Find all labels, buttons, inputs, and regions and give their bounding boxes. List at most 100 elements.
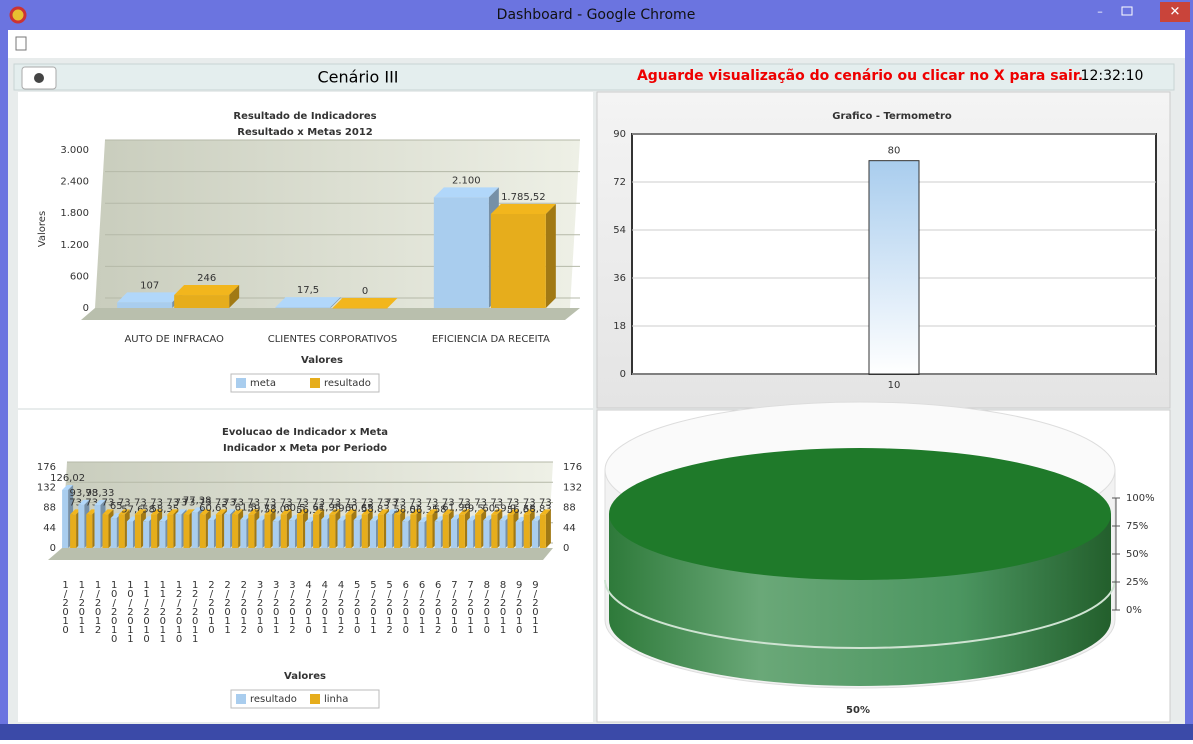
bar (175, 514, 182, 548)
y2-tick-label: 88 (563, 503, 576, 514)
y-tick-label: 1.200 (60, 240, 89, 251)
value-label: 56,35 (296, 505, 325, 516)
value-label: 56,65 (507, 505, 536, 516)
bar-top (491, 509, 503, 515)
value-label: 80 (888, 146, 901, 157)
maximize[interactable] (1121, 6, 1133, 16)
x-tick-label: 9/2010 (514, 580, 525, 634)
bar (313, 514, 320, 548)
x-tick-label: 3/2011 (271, 580, 282, 634)
bar-top (329, 509, 341, 515)
bar (345, 514, 352, 548)
value-label: 73 (223, 497, 236, 508)
bar (78, 504, 85, 548)
bar-top (78, 499, 90, 505)
bar (531, 520, 538, 548)
value-label: 93,33 (86, 488, 115, 499)
bar-top (94, 500, 106, 506)
value-label: 246 (197, 273, 216, 284)
value-label: 73 (280, 497, 293, 508)
toolbar (8, 30, 1185, 58)
value-label: 73 (118, 497, 131, 508)
value-label: 17,5 (297, 285, 319, 296)
x-tick-label: 10/2011 (125, 580, 136, 643)
bar (207, 520, 214, 548)
close-x: ✕ (1170, 5, 1181, 20)
x-tick-label: 1/2012 (93, 580, 104, 634)
bar-top (332, 298, 398, 308)
bar (272, 521, 279, 548)
bar (288, 520, 295, 548)
value-label: 73 (361, 497, 374, 508)
y-tick-label: 1.800 (60, 208, 89, 219)
bar-top (175, 509, 187, 515)
bar-side (545, 509, 551, 548)
close-button[interactable] (1160, 2, 1190, 22)
bar (199, 514, 206, 548)
value-label: 61,5 (235, 503, 257, 514)
value-label: 73 (85, 497, 98, 508)
value-label: 73 (523, 497, 536, 508)
bar-top (215, 509, 227, 515)
value-label: 73 (377, 497, 390, 508)
bar-top (118, 509, 130, 515)
x-tick-label: 8/2011 (498, 580, 509, 634)
value-label: 93,78 (69, 488, 98, 499)
value-label: 73 (312, 497, 325, 508)
x-tick-label: 12/2010 (174, 580, 185, 643)
value-label: 58,02 (264, 504, 293, 515)
y2-tick-label: 44 (563, 523, 576, 534)
bar-top (426, 509, 438, 515)
value-label: 61,95 (312, 502, 341, 513)
x-tick-label: 8/2010 (481, 580, 492, 634)
value-label: 77,38 (183, 495, 212, 506)
bar (483, 520, 490, 548)
value-label: 60,65 (345, 503, 374, 514)
bar-top (410, 509, 422, 515)
y-tick-label: 3.000 (60, 145, 89, 156)
x-tick-label: 2/2011 (222, 580, 233, 634)
x-tick-label: 6/2011 (417, 580, 428, 634)
value-label: 73 (134, 497, 147, 508)
chart-floor (81, 308, 580, 320)
bar (868, 160, 920, 375)
x-tick-label: 1/2010 (60, 580, 71, 634)
y-tick-label: 0 (83, 303, 89, 314)
bar (215, 514, 222, 548)
value-label: 73 (507, 497, 520, 508)
y-tick-label: 44 (43, 523, 56, 534)
bar-top (280, 509, 292, 515)
value-label: 59,5 (332, 504, 354, 515)
legend-swatch (236, 378, 246, 388)
x-tick-label: EFICIENCIA DA RECEITA (432, 334, 550, 345)
bar (102, 514, 109, 548)
header-message: Aguarde visualização do cenário ou clica… (637, 68, 1083, 84)
y2-tick-label: 132 (563, 482, 582, 493)
bar (507, 514, 514, 548)
value-label: 58,02 (393, 504, 422, 515)
bar-top (507, 509, 519, 515)
y-tick-label: 0 (50, 543, 56, 554)
x-tick-label: 3/2012 (287, 580, 298, 634)
bar-top (134, 509, 146, 515)
bar (224, 514, 231, 548)
bar-top (442, 509, 454, 515)
value-label: 126,02 (50, 473, 85, 484)
value-label: 58 (434, 504, 447, 515)
tick-label: 50% (1126, 549, 1148, 560)
value-label: 73 (442, 497, 455, 508)
x-tick-label: AUTO DE INFRACAO (124, 334, 224, 345)
minimize[interactable]: – (1097, 5, 1103, 18)
glass-ring (604, 579, 1116, 649)
value-label: 73 (409, 497, 422, 508)
value-label: 107 (140, 280, 159, 291)
bar (296, 514, 303, 548)
bar (361, 514, 368, 548)
x-tick-label: 2/2012 (238, 580, 249, 634)
x-tick-label: 5/2012 (384, 580, 395, 634)
legend-label: resultado (250, 694, 297, 705)
bar-top (264, 509, 276, 515)
bar-top (377, 509, 389, 515)
bar-side (330, 297, 341, 308)
header-title: Cenário III (317, 68, 398, 87)
